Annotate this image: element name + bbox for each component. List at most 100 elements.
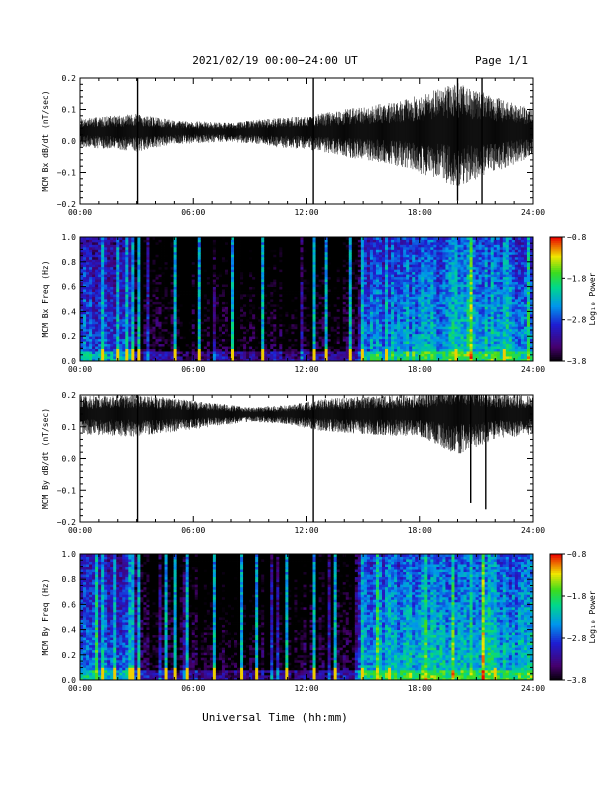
spectrogram-cell [155,284,159,287]
spectrogram-cell [113,301,117,305]
spectrogram-cell [86,346,90,349]
spectrogram-cell [122,318,126,322]
spectrogram-cell [342,296,347,300]
spectrogram-cell [264,343,268,347]
spectrogram-cell [200,239,205,243]
spectrogram-cell [170,246,175,250]
spectrogram-cell [330,296,335,300]
spectrogram-cell [237,249,241,253]
spectrogram-cell [252,358,256,362]
spectrogram-cell [270,333,274,337]
spectrogram-cell [152,276,156,280]
spectrogram-cell [321,306,326,310]
spectrogram-cell [152,348,156,352]
spectrogram-cell [92,308,96,312]
spectrogram-cell [125,271,129,275]
spectrogram-cell [176,291,181,295]
spectrogram-cell [291,281,295,285]
spectrogram-cell [173,343,178,347]
spectrogram-cell [203,343,208,347]
spectrogram-cell [143,286,147,290]
spectrogram-cell [86,274,90,278]
spectrogram-cell [137,264,141,268]
spectrogram-cell [348,274,353,278]
spectrogram-cell [357,306,362,310]
spectrogram-cell [315,301,319,305]
spectrogram-cell [89,358,93,362]
spectrogram-cell [273,323,277,327]
spectrogram-cell [131,251,135,255]
spectrogram-cell [104,313,108,317]
spectrogram-cell [360,343,365,347]
spectrogram-cell [167,276,171,280]
spectrogram-cell [221,333,226,337]
spectrogram-cell [366,356,371,359]
spectrogram-cell [357,266,362,270]
spectrogram-cell [89,261,93,265]
spectrogram-cell [95,353,99,357]
spectrogram-cell [243,318,247,322]
spectrogram-cell [134,316,138,320]
spectrogram-cell [206,246,211,250]
spectrogram-cell [255,249,259,253]
spectrogram-cell [155,289,159,292]
spectrogram-cell [86,341,90,345]
spectrogram-cell [237,264,241,268]
spectrogram-cell [92,336,96,340]
spectrogram-cell [197,338,202,342]
spectrogram-cell [345,276,350,280]
spectrogram-cell [95,249,99,253]
spectrogram-cell [191,254,196,258]
spectrogram-cell [167,321,171,325]
spectrogram-cell [315,313,319,317]
spectrogram-cell [351,274,356,278]
spectrogram-cell [294,256,298,260]
spectrogram-cell [98,296,102,300]
spectrogram-cell [315,311,319,315]
spectrogram-cell [170,348,175,352]
spectrogram-cell [288,348,292,352]
spectrogram-cell [125,289,129,292]
spectrogram-cell [95,338,99,342]
spectrogram-cell [270,308,274,312]
spectrogram-cell [191,311,196,315]
spectrogram-cell [303,259,307,263]
spectrogram-cell [152,251,156,255]
spectrogram-cell [131,316,135,320]
spectrogram-cell [261,276,265,280]
spectrogram-cell [179,326,184,330]
spectrogram-cell [324,291,329,295]
spectrogram-cell [321,246,326,250]
spectrogram-cell [246,333,250,337]
spectrogram-cell [312,323,316,327]
spectrogram-cell [273,279,277,283]
spectrogram-cell [200,271,205,275]
spectrogram-cell [348,239,353,243]
spectrogram-cell [282,274,286,278]
spectrogram-cell [324,308,329,312]
spectrogram-cell [200,341,205,345]
spectrogram-cell [300,246,304,250]
spectrogram-cell [221,286,226,290]
spectrogram-cell [98,264,102,268]
spectrogram-cell [372,274,377,278]
spectrogram-cell [164,281,168,285]
spectrogram-cell [330,323,335,327]
spectrogram-cell [218,244,223,248]
spectrogram-cell [294,237,298,240]
spectrogram-cell [140,266,144,270]
spectrogram-cell [173,308,178,312]
spectrogram-cell [306,341,310,345]
spectrogram-cell [107,289,111,292]
spectrogram-cell [107,318,111,322]
spectrogram-cell [203,299,208,302]
spectrogram-cell [276,311,280,315]
spectrogram-cell [131,306,135,310]
spectrogram-cell [200,331,205,335]
spectrogram-cell [231,348,235,352]
spectrogram-cell [309,303,313,307]
spectrogram-cell [212,266,217,270]
spectrogram-cell [258,306,262,310]
spectrogram-cell [330,259,335,263]
spectrogram-cell [348,269,353,273]
